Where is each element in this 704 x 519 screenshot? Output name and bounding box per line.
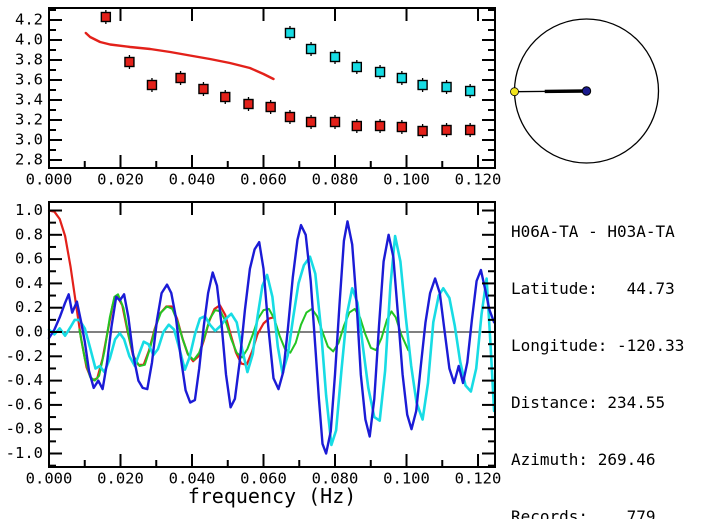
y-tick-label: -0.2 (6, 347, 43, 365)
data-point-square (198, 83, 209, 95)
x-tick-label: 0.040 (169, 470, 216, 488)
plot-frame (48, 7, 496, 169)
azimuth-line: Azimuth: 269.46 (511, 450, 656, 469)
x-axis-title: frequency (Hz) (188, 484, 357, 508)
data-point-square (351, 61, 363, 73)
data-point-square (146, 79, 158, 91)
data-point-square (351, 120, 363, 132)
x-tick-label: 0.020 (97, 171, 144, 189)
x-tick-label: 0.100 (383, 470, 430, 488)
y-tick-label: 0.4 (15, 274, 43, 292)
y-tick-label: 3.4 (15, 91, 43, 109)
y-tick-label: 0.2 (15, 298, 43, 316)
data-point-square (329, 116, 341, 128)
y-tick-label: 4.0 (15, 31, 43, 49)
axis-ticks: 0.000 0.020 0.040 0.060 0.080 0.100 0.120 -1.0 -… (6, 201, 502, 487)
y-tick-label: -0.4 (6, 371, 43, 389)
station-pair-title: H06A-TA - H03A-TA (511, 222, 675, 241)
azimuth-compass (510, 18, 660, 164)
data-point-square (265, 101, 276, 113)
y-tick-label: -0.8 (6, 420, 43, 438)
y-tick-label: 3.0 (15, 131, 43, 149)
blue-curve (47, 220, 496, 455)
data-point-square (243, 98, 254, 110)
data-point-square (417, 79, 428, 91)
x-tick-label: 0.040 (169, 171, 216, 189)
cyan-curve (47, 234, 496, 447)
data-point-square (284, 27, 296, 39)
x-tick-label: 0.080 (312, 470, 359, 488)
x-tick-label: 0.000 (26, 470, 73, 488)
axis-ticks: 0.000 0.020 0.040 0.060 0.080 0.100 0.120 2.8 3.… (15, 8, 501, 189)
x-tick-label: 0.000 (26, 171, 73, 189)
data-point-square (396, 121, 408, 133)
y-tick-label: 3.2 (15, 111, 43, 129)
y-tick-label: 0.8 (15, 225, 43, 243)
reference-dispersion-curve (84, 31, 275, 81)
x-tick-label: 0.060 (240, 171, 287, 189)
data-point-square (464, 124, 476, 136)
data-point-square (374, 66, 386, 78)
records-line: Records: 779 (511, 507, 656, 519)
y-tick-label: 4.2 (15, 11, 43, 29)
data-point-square (124, 56, 135, 68)
longitude-line: Longitude: -120.33 (511, 336, 685, 355)
distance-line: Distance: 234.55 (511, 393, 666, 412)
data-point-square (100, 11, 112, 23)
y-tick-label: 0.0 (15, 323, 43, 341)
station-center-dot (581, 86, 592, 96)
x-tick-label: 0.020 (97, 470, 144, 488)
correlation-plot: 0.000 0.020 0.040 0.060 0.080 0.100 0.120 -1.0 -… (6, 201, 502, 508)
y-tick-label: 3.6 (15, 71, 43, 89)
data-point-square (175, 72, 186, 84)
data-point-square (396, 72, 408, 84)
data-point-square (220, 91, 231, 103)
data-point-square (305, 43, 317, 55)
x-tick-label: 0.100 (383, 171, 430, 189)
data-point-square (441, 124, 452, 136)
dispersion-plot: 0.000 0.020 0.040 0.060 0.080 0.100 0.120 2.8 3.… (15, 7, 501, 189)
latitude-line: Latitude: 44.73 (511, 279, 675, 298)
y-tick-label: 2.8 (15, 151, 43, 169)
x-tick-label: 0.060 (240, 470, 287, 488)
data-point-square (305, 116, 317, 128)
source-direction-dot (510, 87, 519, 97)
data-point-square (374, 120, 386, 132)
data-point-square (417, 125, 428, 137)
data-point-square (464, 85, 476, 97)
x-tick-label: 0.080 (312, 171, 359, 189)
phase-velocity-points (284, 26, 476, 98)
y-tick-label: 1.0 (15, 201, 43, 219)
y-tick-label: 0.6 (15, 250, 43, 268)
y-tick-label: -0.6 (6, 395, 43, 413)
data-point-square (441, 81, 452, 93)
data-point-square (284, 111, 296, 123)
x-tick-label: 0.120 (455, 470, 502, 488)
y-tick-label: 3.8 (15, 51, 43, 69)
plot-frame (48, 201, 496, 468)
y-tick-label: -1.0 (6, 444, 43, 462)
data-point-square (329, 51, 341, 63)
group-velocity-points (100, 10, 476, 138)
station-info: H06A-TA - H03A-TA Latitude: 44.73 Longit… (511, 184, 684, 519)
x-tick-label: 0.120 (455, 171, 502, 189)
